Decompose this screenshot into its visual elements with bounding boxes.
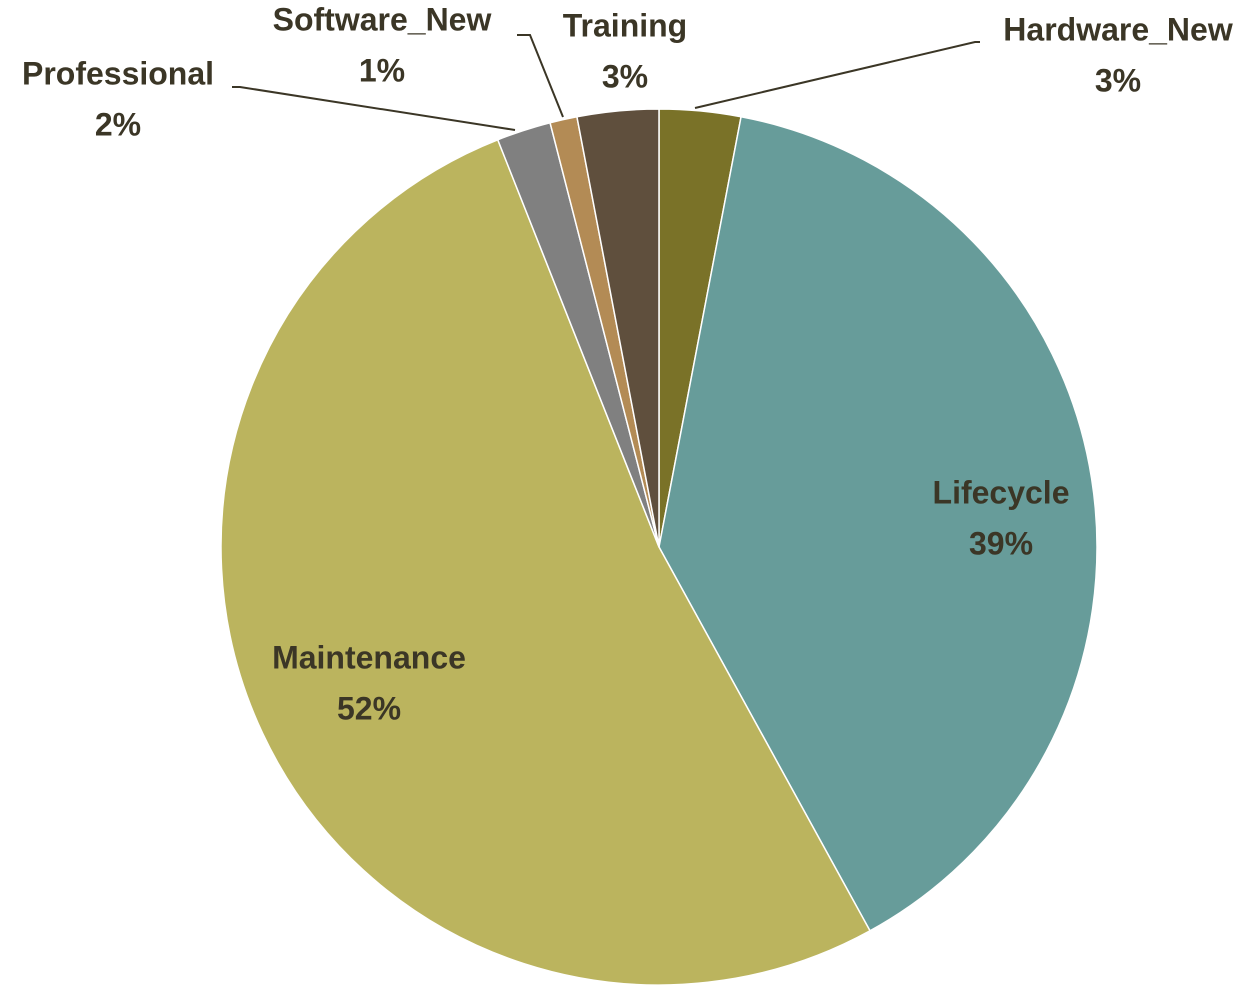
slice-value-label: 39% bbox=[969, 525, 1033, 561]
slice-label: Professional bbox=[22, 55, 214, 91]
slice-value-label: 1% bbox=[359, 52, 405, 88]
pie-slice bbox=[220, 138, 872, 986]
slice-label: Training bbox=[563, 7, 687, 43]
pie-slice bbox=[576, 108, 660, 548]
slice-value-label: 3% bbox=[1095, 62, 1141, 98]
slice-label: Hardware_New bbox=[1003, 11, 1233, 47]
slice-label: Lifecycle bbox=[933, 474, 1070, 510]
leader-line bbox=[517, 34, 564, 118]
slice-value-label: 3% bbox=[602, 58, 648, 94]
slice-label: Maintenance bbox=[272, 639, 466, 675]
slice-label: Software_New bbox=[273, 1, 492, 37]
leader-line bbox=[232, 86, 516, 131]
leader-line bbox=[694, 41, 980, 109]
slice-value-label: 2% bbox=[95, 106, 141, 142]
slice-value-label: 52% bbox=[337, 690, 401, 726]
pie-slice bbox=[658, 115, 1098, 932]
